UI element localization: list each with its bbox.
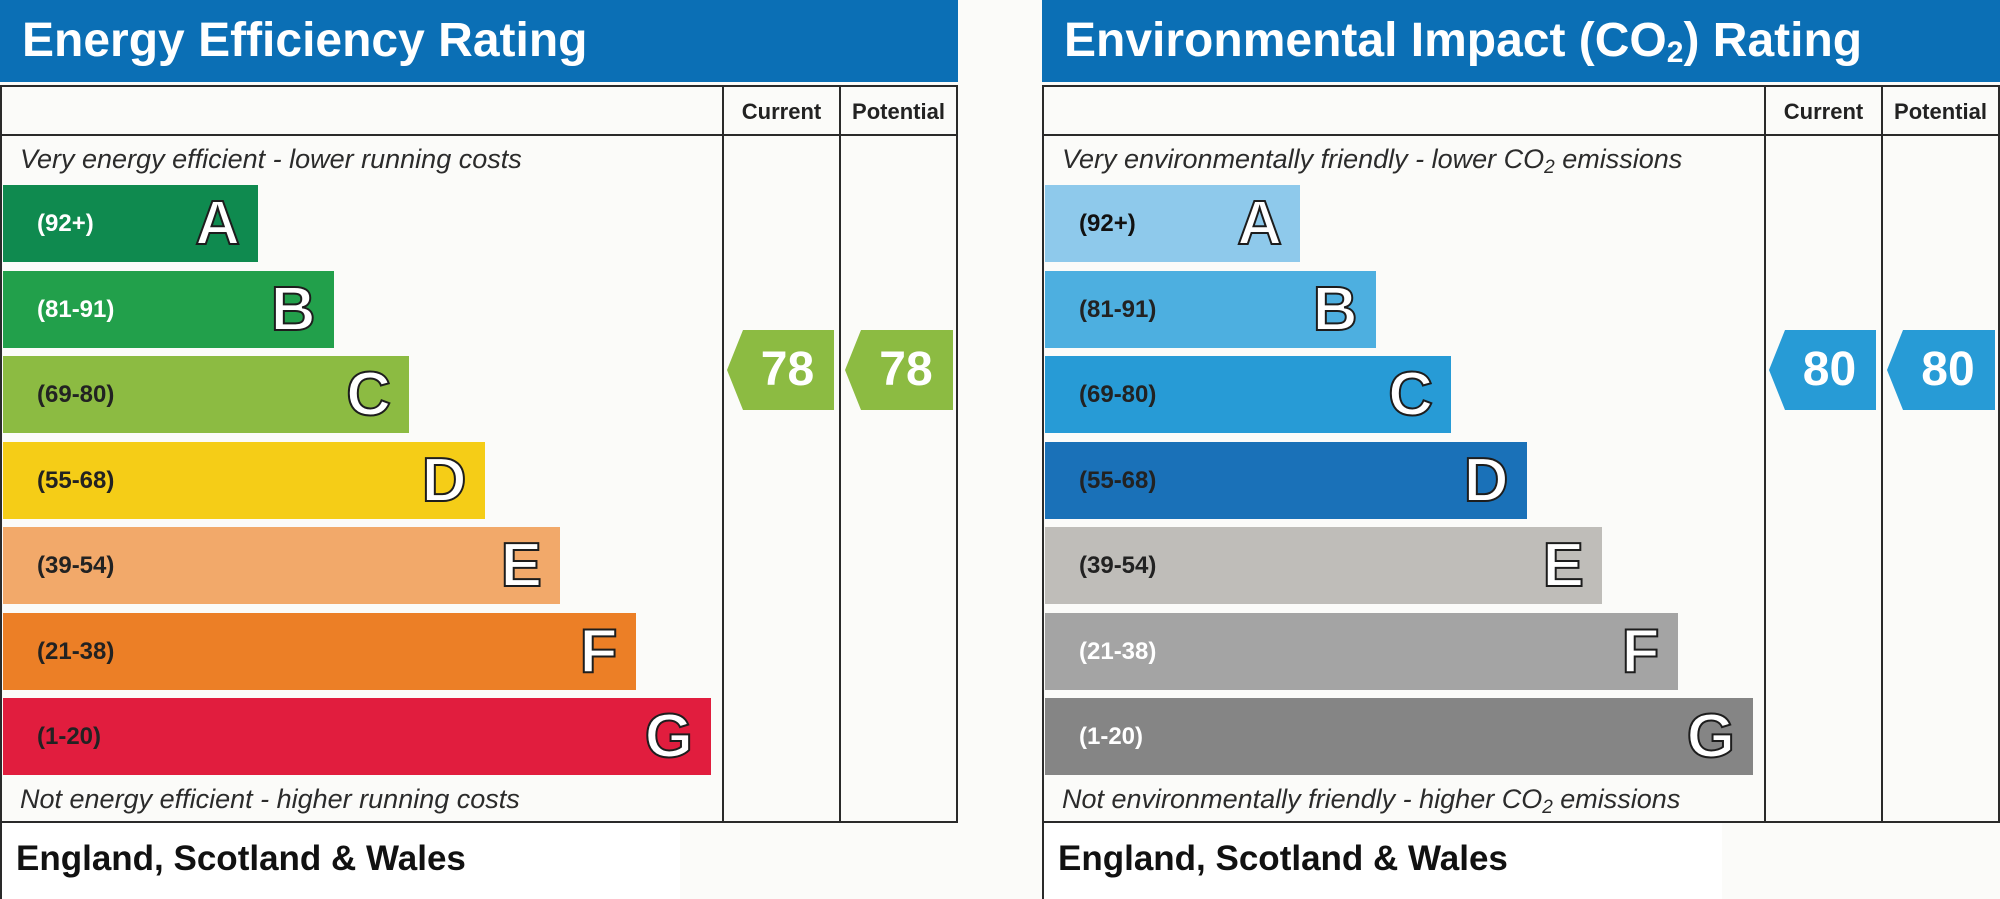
chart-frame xyxy=(0,85,958,823)
band-range-label: (55-68) xyxy=(1079,466,1157,494)
band-range-label: (1-20) xyxy=(1079,723,1144,750)
rating-band-a: (92+) A xyxy=(3,185,258,262)
current-column-header: Current xyxy=(1783,99,1864,124)
band-range-label: (21-38) xyxy=(1079,637,1157,665)
region-footer: England, Scotland & Wales xyxy=(1042,823,1722,899)
rating-band-c: (69-80) C xyxy=(3,356,409,433)
current-rating-value: 78 xyxy=(760,343,815,396)
band-range-label: (1-20) xyxy=(37,723,102,750)
rating-band-d: (55-68) D xyxy=(3,441,485,519)
rating-band-d: (55-68) D xyxy=(1045,441,1527,519)
column-divider xyxy=(1881,85,1883,823)
band-range-label: (55-68) xyxy=(37,466,115,494)
region-label: England, Scotland & Wales xyxy=(16,839,466,878)
header-divider xyxy=(1042,134,2000,136)
rating-band-f: (21-38) F xyxy=(1045,612,1678,690)
rating-band-f: (21-38) F xyxy=(3,612,636,690)
rating-band-c: (69-80) C xyxy=(1045,356,1451,433)
band-letter: A xyxy=(194,188,241,259)
chart-title: Environmental Impact (CO2) Rating xyxy=(1042,0,2000,82)
chart-title: Energy Efficiency Rating xyxy=(0,0,958,82)
bottom-note: Not energy efficient - higher running co… xyxy=(20,784,520,814)
indicator-arrow-shape xyxy=(1887,330,1995,410)
current-rating-indicator: 80 xyxy=(1769,330,1876,410)
top-note: Very energy efficient - lower running co… xyxy=(20,144,522,174)
indicator-arrow-shape xyxy=(727,330,834,410)
rating-band-b: (81-91) B xyxy=(1045,270,1376,348)
column-divider xyxy=(839,85,841,823)
band-range-label: (81-91) xyxy=(37,295,115,323)
region-label: England, Scotland & Wales xyxy=(1058,839,1508,878)
band-letter: D xyxy=(421,445,468,516)
bottom-note: Not environmentally friendly - higher CO… xyxy=(1062,784,1681,818)
energy-efficiency-chart: Energy Efficiency Rating Current Potenti… xyxy=(0,0,958,899)
band-letter: C xyxy=(345,359,392,430)
band-letter: F xyxy=(1621,616,1661,687)
band-letter: G xyxy=(1686,701,1736,772)
band-letter: B xyxy=(1312,274,1359,345)
current-rating-value: 80 xyxy=(1802,343,1857,396)
current-rating-indicator: 78 xyxy=(727,330,834,410)
potential-rating-indicator: 80 xyxy=(1887,330,1995,410)
band-letter: G xyxy=(644,701,694,772)
indicator-arrow-shape xyxy=(845,330,953,410)
potential-column-header: Potential xyxy=(852,99,945,124)
column-divider xyxy=(722,85,724,823)
rating-band-a: (92+) A xyxy=(1045,185,1300,262)
band-letter: D xyxy=(1463,445,1510,516)
band-letter: C xyxy=(1387,359,1434,430)
rating-band-b: (81-91) B xyxy=(3,270,334,348)
band-letter: B xyxy=(270,274,317,345)
band-letter: E xyxy=(500,530,543,601)
chart-frame xyxy=(1042,85,2000,823)
band-letter: A xyxy=(1236,188,1283,259)
rating-band-g: (1-20) G xyxy=(1045,698,1753,775)
band-range-label: (39-54) xyxy=(1079,552,1157,579)
band-range-label: (69-80) xyxy=(1079,381,1157,408)
potential-column-header: Potential xyxy=(1894,99,1987,124)
band-range-label: (39-54) xyxy=(37,552,115,579)
band-range-label: (81-91) xyxy=(1079,295,1157,323)
header-divider xyxy=(0,134,958,136)
top-note: Very environmentally friendly - lower CO… xyxy=(1062,144,1683,178)
band-letter: F xyxy=(579,616,619,687)
band-range-label: (21-38) xyxy=(37,637,115,665)
column-divider xyxy=(1764,85,1766,823)
band-letter: E xyxy=(1542,530,1585,601)
potential-rating-value: 80 xyxy=(1921,343,1975,396)
band-range-label: (69-80) xyxy=(37,381,115,408)
rating-band-e: (39-54) E xyxy=(3,527,560,604)
region-footer: England, Scotland & Wales xyxy=(0,823,680,899)
rating-band-g: (1-20) G xyxy=(3,698,711,775)
potential-rating-value: 78 xyxy=(879,343,933,396)
rating-band-e: (39-54) E xyxy=(1045,527,1602,604)
indicator-arrow-shape xyxy=(1769,330,1876,410)
current-column-header: Current xyxy=(741,99,822,124)
environmental-impact-chart: Environmental Impact (CO2) Rating Curren… xyxy=(1042,0,2000,899)
potential-rating-indicator: 78 xyxy=(845,330,953,410)
band-range-label: (92+) xyxy=(37,210,94,237)
band-range-label: (92+) xyxy=(1079,210,1136,237)
